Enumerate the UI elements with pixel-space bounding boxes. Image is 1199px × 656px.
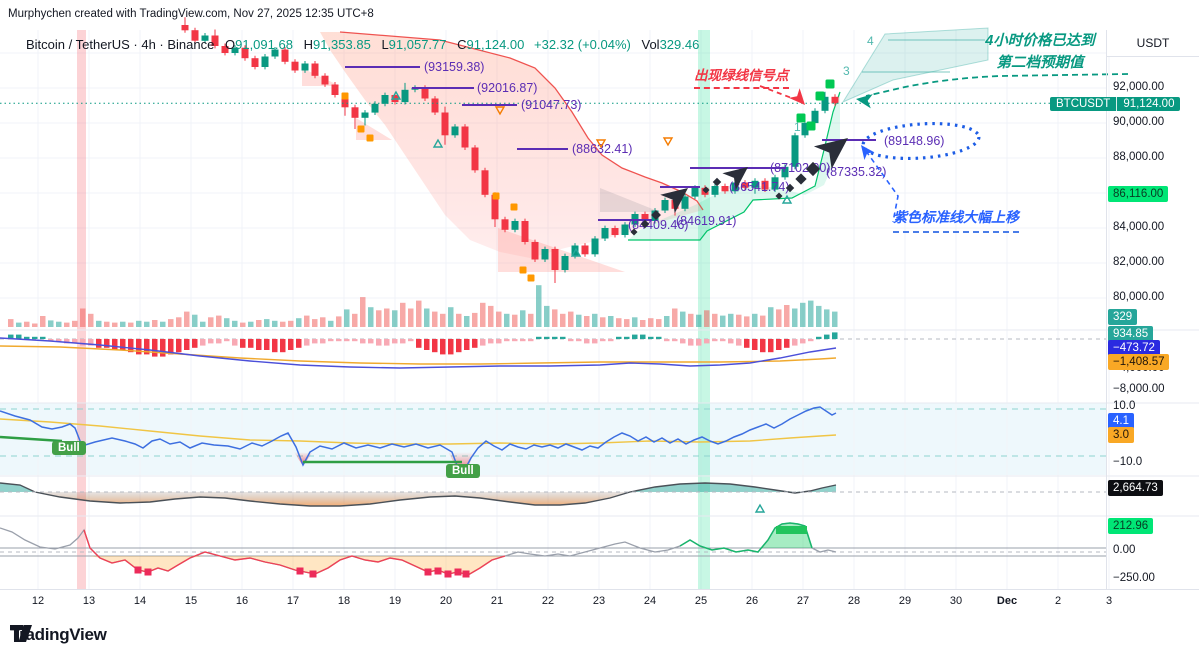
bull-label-2: Bull <box>446 464 480 478</box>
svg-text:(89148.96): (89148.96) <box>884 134 944 148</box>
price-axis-tick[interactable]: 82,000.00 <box>1113 256 1165 268</box>
time-axis-label: 14 <box>133 595 147 607</box>
svg-text:(87335.32): (87335.32) <box>826 165 886 179</box>
annotation-target-line2: 第二档预期值 <box>996 55 1084 71</box>
price-axis-tick[interactable]: 84,000.00 <box>1113 221 1165 233</box>
time-axis-label: 27 <box>796 595 810 607</box>
annotation-target-line1: 4小时价格已达到 <box>985 33 1095 49</box>
time-axis-label: 13 <box>82 595 96 607</box>
volume-value: 329.46 <box>659 37 700 52</box>
pill-symbol: BTCUSDT <box>1050 97 1118 111</box>
time-axis-label: 19 <box>388 595 402 607</box>
price-axis-tick[interactable]: −10.0 <box>1113 456 1143 468</box>
price-axis-tick[interactable]: 92,000.00 <box>1113 81 1165 93</box>
price-axis-tick[interactable]: 0.00 <box>1113 544 1136 556</box>
tradingview-logo-text: TradingView <box>10 625 107 644</box>
time-axis-label: 2 <box>1054 595 1062 607</box>
price-axis-value-badge: 86,116.00 <box>1108 186 1169 202</box>
svg-text:(86541.74): (86541.74) <box>729 180 789 194</box>
time-axis-label: 23 <box>592 595 606 607</box>
low-label: L <box>381 37 389 52</box>
high-value: 91,353.85 <box>312 37 371 52</box>
time-axis-label: 30 <box>949 595 963 607</box>
svg-text:(88632.41): (88632.41) <box>572 142 632 156</box>
price-axis-value-badge: 329 <box>1108 309 1138 325</box>
svg-text:(84619.91): (84619.91) <box>676 214 736 228</box>
svg-text:(84409.46): (84409.46) <box>628 218 688 232</box>
time-axis-label: 12 <box>31 595 45 607</box>
footer-bar: TradingView <box>0 612 1199 656</box>
time-axis-label: 18 <box>337 595 351 607</box>
price-axis-tick[interactable]: 80,000.00 <box>1113 291 1165 303</box>
price-axis-tick[interactable]: −250.00 <box>1113 572 1155 584</box>
bull-label-1: Bull <box>52 441 86 455</box>
current-price-pill: BTCUSDT 91,124.00 <box>1050 97 1181 111</box>
price-axis-value-badge: 3.0 <box>1108 427 1134 443</box>
time-axis-label: Dec <box>996 595 1018 607</box>
time-axis-label: 26 <box>745 595 759 607</box>
pill-price: 91,124.00 <box>1117 97 1181 111</box>
tradingview-logo-icon <box>10 625 32 642</box>
symbol-legend[interactable]: Bitcoin / TetherUS · 4h · Binance O91,09… <box>26 37 699 52</box>
price-axis-value-badge: 2,664.73 <box>1108 480 1163 496</box>
svg-text:(87102.00): (87102.00) <box>770 161 830 175</box>
annotation-purple-line-shift: 紫色标准线大幅上移 <box>893 207 1019 233</box>
svg-text:(93159.38): (93159.38) <box>424 60 484 74</box>
time-axis-label: 3 <box>1105 595 1113 607</box>
open-label: O <box>224 37 236 52</box>
tradingview-logo[interactable]: TradingView <box>10 625 107 645</box>
symbol-title[interactable]: Bitcoin / TetherUS · 4h · Binance <box>26 37 215 52</box>
time-axis-label: 24 <box>643 595 657 607</box>
time-axis-label: 22 <box>541 595 555 607</box>
price-axis-value-badge: −473.72 <box>1108 340 1160 356</box>
time-axis-label: 20 <box>439 595 453 607</box>
svg-text:1: 1 <box>794 120 801 134</box>
price-axis-tick[interactable]: 10.0 <box>1113 400 1136 412</box>
svg-text:(92016.87): (92016.87) <box>477 81 537 95</box>
time-axis-label: 17 <box>286 595 300 607</box>
change-value: +32.32 (+0.04%) <box>534 37 631 52</box>
attribution-text: Murphychen created with TradingView.com,… <box>8 8 374 20</box>
price-axis-value-badge: 4.1 <box>1108 413 1134 429</box>
annotation-target: 4小时价格已达到 第二档预期值 <box>955 30 1125 74</box>
price-axis-tick[interactable]: 90,000.00 <box>1113 116 1165 128</box>
open-value: 91,091.68 <box>235 37 293 52</box>
time-axis-label: 29 <box>898 595 912 607</box>
time-axis-label: 25 <box>694 595 708 607</box>
price-axis-value-badge: 212.96 <box>1108 518 1154 534</box>
time-axis-label: 21 <box>490 595 504 607</box>
svg-text:3: 3 <box>843 64 850 78</box>
volume-label: Vol <box>641 37 660 52</box>
time-axis[interactable]: 12 13 14 15 16 17 18 19 20 21 22 23 24 25 26 27 28 29 30 De… <box>0 589 1199 613</box>
low-value: 91,057.77 <box>388 37 447 52</box>
time-axis-label: 16 <box>235 595 249 607</box>
price-axis-value-badge: 934.85 <box>1108 326 1154 342</box>
time-axis-label: 15 <box>184 595 198 607</box>
svg-text:4: 4 <box>867 34 874 48</box>
close-label: C <box>457 37 467 52</box>
close-value: 91,124.00 <box>466 37 525 52</box>
annotation-green-signal: 出现绿线信号点 <box>694 64 789 89</box>
time-axis-label: 28 <box>847 595 861 607</box>
price-axis-tick[interactable]: 88,000.00 <box>1113 151 1165 163</box>
high-label: H <box>303 37 313 52</box>
price-axis-value-badge: −1,408.57 <box>1108 354 1170 370</box>
price-axis-tick[interactable]: −8,000.00 <box>1113 383 1165 395</box>
price-axis-currency[interactable]: USDT <box>1107 30 1199 57</box>
svg-text:(91047.73): (91047.73) <box>521 98 581 112</box>
